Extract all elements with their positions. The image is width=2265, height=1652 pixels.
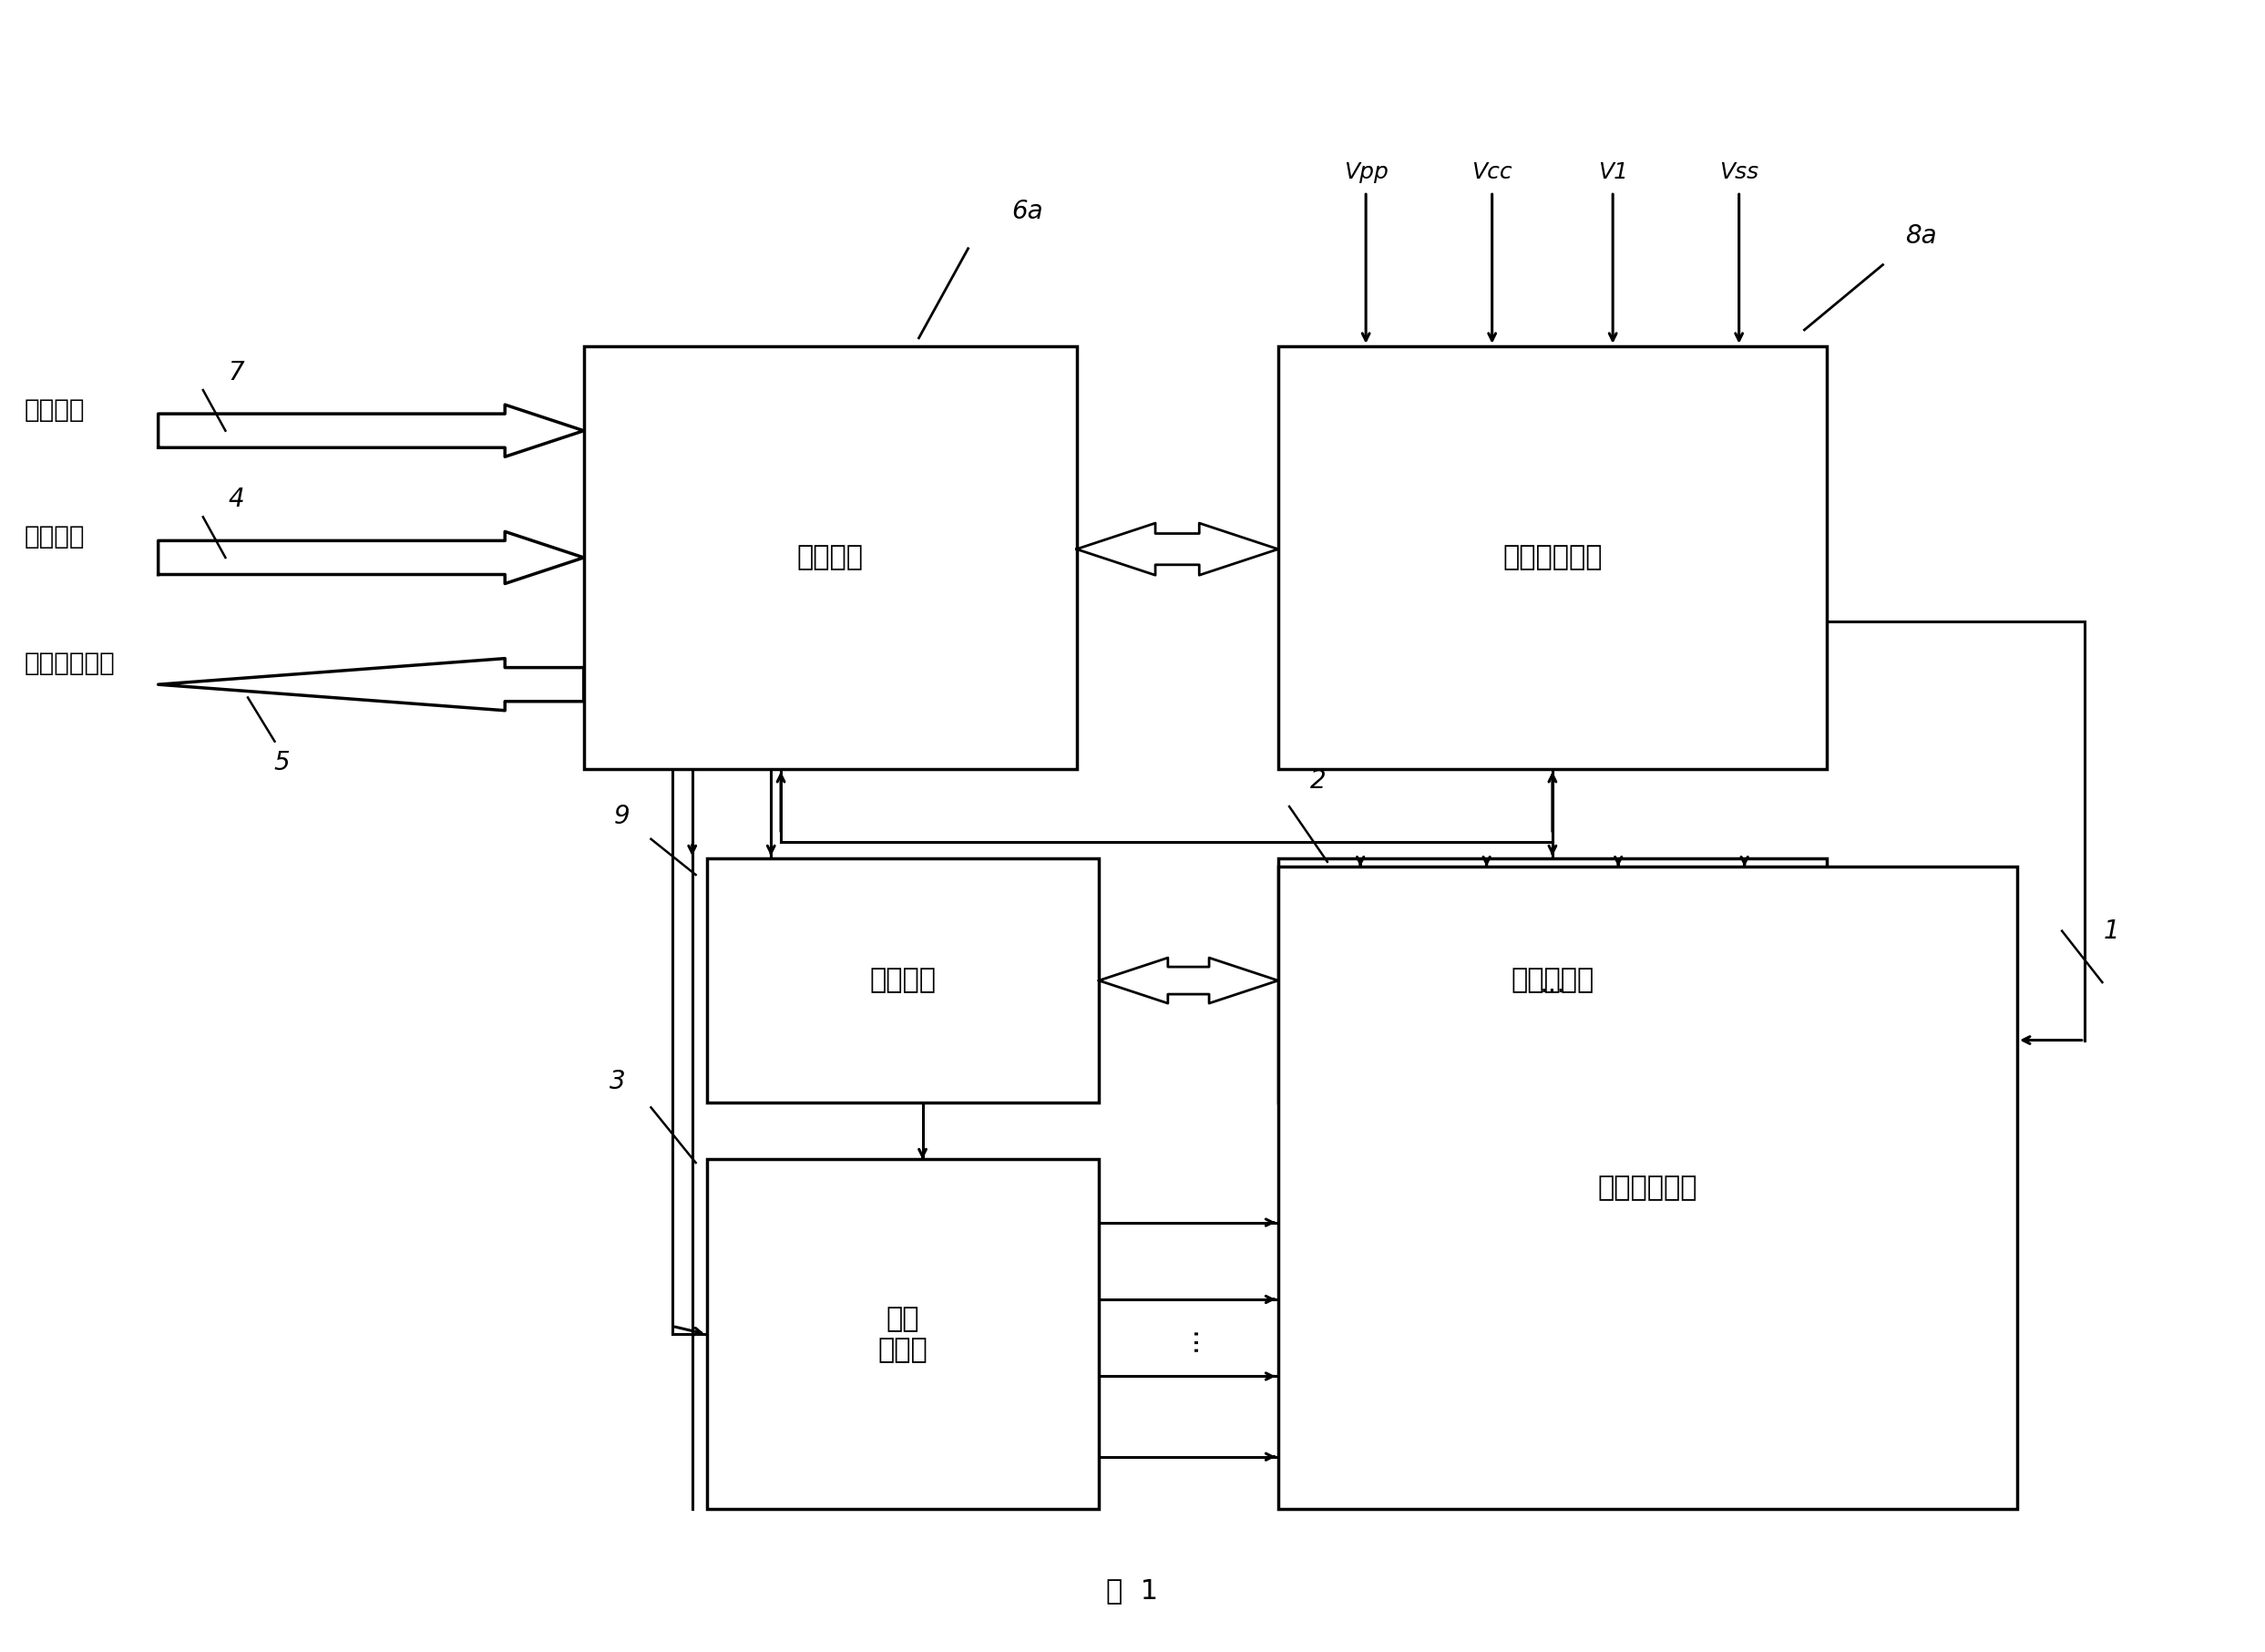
Polygon shape [159,405,584,456]
Text: 存储单元阵列: 存储单元阵列 [1597,1175,1696,1201]
Text: 位线解码器: 位线解码器 [1511,968,1595,995]
Text: 字线
解码器: 字线 解码器 [879,1305,929,1363]
Text: 2: 2 [1311,768,1327,793]
Polygon shape [159,532,584,583]
Text: 3: 3 [609,1069,625,1094]
Bar [584,347,1076,770]
Text: ...: ... [1540,971,1565,998]
Text: 控制电路: 控制电路 [797,545,863,572]
Bar [1277,859,1828,1102]
Text: Vcc: Vcc [1472,162,1513,183]
Text: 地址输入: 地址输入 [25,524,84,550]
Text: 8a: 8a [1905,223,1937,248]
Text: 电压切换电路: 电压切换电路 [1502,545,1601,572]
Text: ...: ... [1176,1325,1203,1351]
Text: 数据输入输出: 数据输入输出 [25,651,116,676]
Text: V1: V1 [1597,162,1629,183]
Polygon shape [1099,958,1277,1003]
Text: 控制输入: 控制输入 [25,396,84,423]
Bar [1277,867,2018,1510]
Bar [707,859,1099,1102]
Text: 7: 7 [229,360,245,385]
Polygon shape [159,659,584,710]
Text: 图  1: 图 1 [1108,1578,1157,1604]
Polygon shape [1076,524,1277,575]
Text: 读取电路: 读取电路 [870,968,935,995]
Text: 6a: 6a [1012,198,1042,225]
Text: Vpp: Vpp [1343,162,1388,183]
Bar [1277,347,1828,770]
Text: 9: 9 [614,805,630,829]
Text: 4: 4 [229,487,245,512]
Text: 1: 1 [2104,919,2120,943]
Text: 5: 5 [274,750,290,775]
Bar [707,1160,1099,1510]
Text: Vss: Vss [1719,162,1758,183]
